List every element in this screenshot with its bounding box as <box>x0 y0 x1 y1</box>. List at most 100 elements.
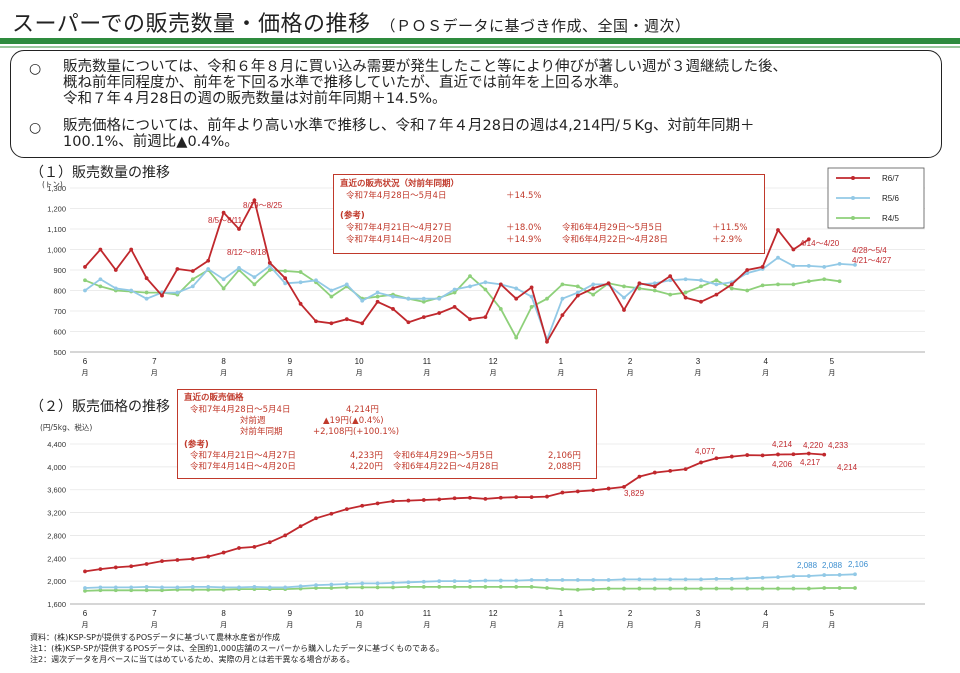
series-line-R6-7 <box>84 197 810 345</box>
header-rule-thin <box>0 46 960 48</box>
data-point <box>776 452 780 457</box>
summary-line: 令和７年４月28日の週の販売数量は対前年同期＋14.5%。 <box>63 91 447 107</box>
month-unit-label: 月 <box>220 369 227 377</box>
box-text: 対前年同期 <box>240 427 283 437</box>
data-point <box>129 247 134 252</box>
point-label: 3,829 <box>624 489 645 498</box>
point-label: 4,214 <box>837 463 858 472</box>
data-point <box>283 585 288 590</box>
data-point <box>360 503 365 508</box>
data-point <box>560 313 565 317</box>
data-point <box>452 584 457 589</box>
data-point <box>314 586 318 590</box>
box-text: 令和7年4月14日～4月20日 <box>190 462 296 472</box>
data-point <box>175 585 180 590</box>
month-tick-label: 10 <box>355 357 364 366</box>
y-tick-label: 1,000 <box>47 246 66 255</box>
data-point <box>314 319 318 324</box>
month-unit-label: 月 <box>490 621 497 629</box>
data-point <box>237 546 241 550</box>
month-tick-label: 1 <box>559 609 564 618</box>
data-point <box>483 287 488 292</box>
footnote-2: 注2：週次データを月ベースに当てはめているため、実際の月とは若干異なる場合がある… <box>30 655 355 664</box>
data-point <box>329 288 334 293</box>
box-value: 4,214円 <box>346 405 379 415</box>
data-point <box>483 584 488 589</box>
data-point <box>375 290 380 295</box>
data-point <box>760 586 765 591</box>
data-point <box>160 585 164 590</box>
point-label: 4,217 <box>800 458 821 467</box>
data-point <box>668 468 673 473</box>
annotation-label: 8/19～8/25 <box>243 201 283 210</box>
y-tick-label: 800 <box>53 287 66 296</box>
data-point <box>545 339 549 344</box>
data-point <box>329 511 334 516</box>
month-tick-label: 4 <box>763 609 768 618</box>
data-point <box>622 484 626 489</box>
summary-line: 販売価格については、前年より高い水準で推移し、令和７年４月28日の週は4,214… <box>63 118 755 134</box>
data-point <box>452 290 457 295</box>
month-tick-label: 2 <box>628 609 633 618</box>
data-point <box>190 277 195 282</box>
data-point <box>652 284 657 289</box>
data-point <box>406 584 411 589</box>
data-point <box>144 562 149 566</box>
data-point <box>560 296 565 301</box>
data-point <box>391 499 395 504</box>
data-point <box>699 299 703 304</box>
data-point <box>144 584 149 589</box>
box-heading: 直近の販売状況（対前年同期） <box>340 179 460 189</box>
data-point <box>98 588 103 593</box>
box-value: ＋14.5% <box>506 191 542 201</box>
data-point <box>175 290 180 295</box>
data-point <box>575 293 580 298</box>
data-point <box>575 284 580 289</box>
data-point <box>683 467 688 472</box>
data-point <box>791 247 796 252</box>
data-point <box>837 279 842 284</box>
month-unit-label: 月 <box>557 369 564 377</box>
data-point <box>468 274 472 279</box>
box-value: ＋2.9% <box>712 235 743 245</box>
box-text: 令和7年4月14日～4月20日 <box>346 235 452 245</box>
data-point <box>83 288 87 293</box>
data-point <box>606 281 611 286</box>
data-point <box>668 586 673 591</box>
point-label: 2,088 <box>822 561 843 570</box>
data-point <box>699 577 703 582</box>
month-unit-label: 月 <box>762 369 769 377</box>
data-point <box>668 577 673 582</box>
data-point <box>606 486 611 491</box>
y-tick-label: 500 <box>53 348 66 357</box>
month-unit-label: 月 <box>220 621 227 629</box>
data-point <box>652 281 657 286</box>
data-point <box>776 586 780 591</box>
data-point <box>113 286 118 291</box>
data-point <box>745 268 750 272</box>
title-subtitle: （ＰＯＳデータに基づき作成、全国・週次） <box>380 17 691 35</box>
data-point <box>791 586 796 591</box>
data-point <box>98 284 103 289</box>
month-tick-label: 5 <box>830 357 835 366</box>
y-tick-label: 2,800 <box>47 531 66 540</box>
box-text: 対前週 <box>240 416 266 426</box>
data-point <box>113 565 118 570</box>
summary-line: 概ね前年同程度か、前年を下回る水準で推移していたが、直近では前年を上回る水準。 <box>63 75 628 91</box>
box-text: 令和6年4月22日～4月28日 <box>393 462 499 472</box>
data-point <box>776 282 780 287</box>
month-unit-label: 月 <box>627 621 634 629</box>
data-point <box>406 296 411 301</box>
data-point <box>329 294 334 299</box>
data-point <box>837 586 842 590</box>
data-point <box>745 271 750 275</box>
box-value: 4,220円 <box>350 462 383 472</box>
data-point <box>375 294 380 299</box>
summary-line: 販売数量については、令和６年８月に買い込み需要が発生したこと等により伸びが著しい… <box>63 59 787 75</box>
data-point <box>160 588 164 593</box>
data-point <box>498 584 503 589</box>
data-point <box>344 582 349 586</box>
data-point <box>314 516 318 521</box>
month-tick-label: 8 <box>221 357 226 366</box>
data-point <box>391 580 395 585</box>
